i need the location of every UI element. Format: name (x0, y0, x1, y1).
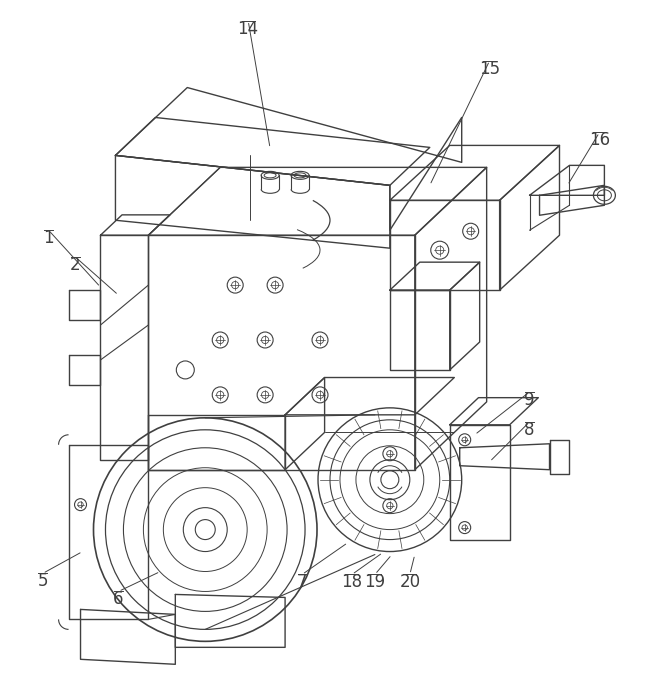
Text: 1: 1 (44, 229, 54, 247)
Text: 2: 2 (70, 256, 81, 274)
Text: 7: 7 (297, 574, 307, 592)
Text: 6: 6 (113, 590, 124, 609)
Text: 9: 9 (525, 391, 535, 409)
Text: 8: 8 (525, 421, 535, 439)
Text: 14: 14 (238, 20, 259, 38)
Text: 18: 18 (341, 574, 363, 592)
Text: 19: 19 (365, 574, 385, 592)
Text: 20: 20 (399, 574, 421, 592)
Text: 5: 5 (37, 572, 48, 590)
Text: 16: 16 (589, 131, 610, 150)
Text: 15: 15 (479, 59, 501, 78)
